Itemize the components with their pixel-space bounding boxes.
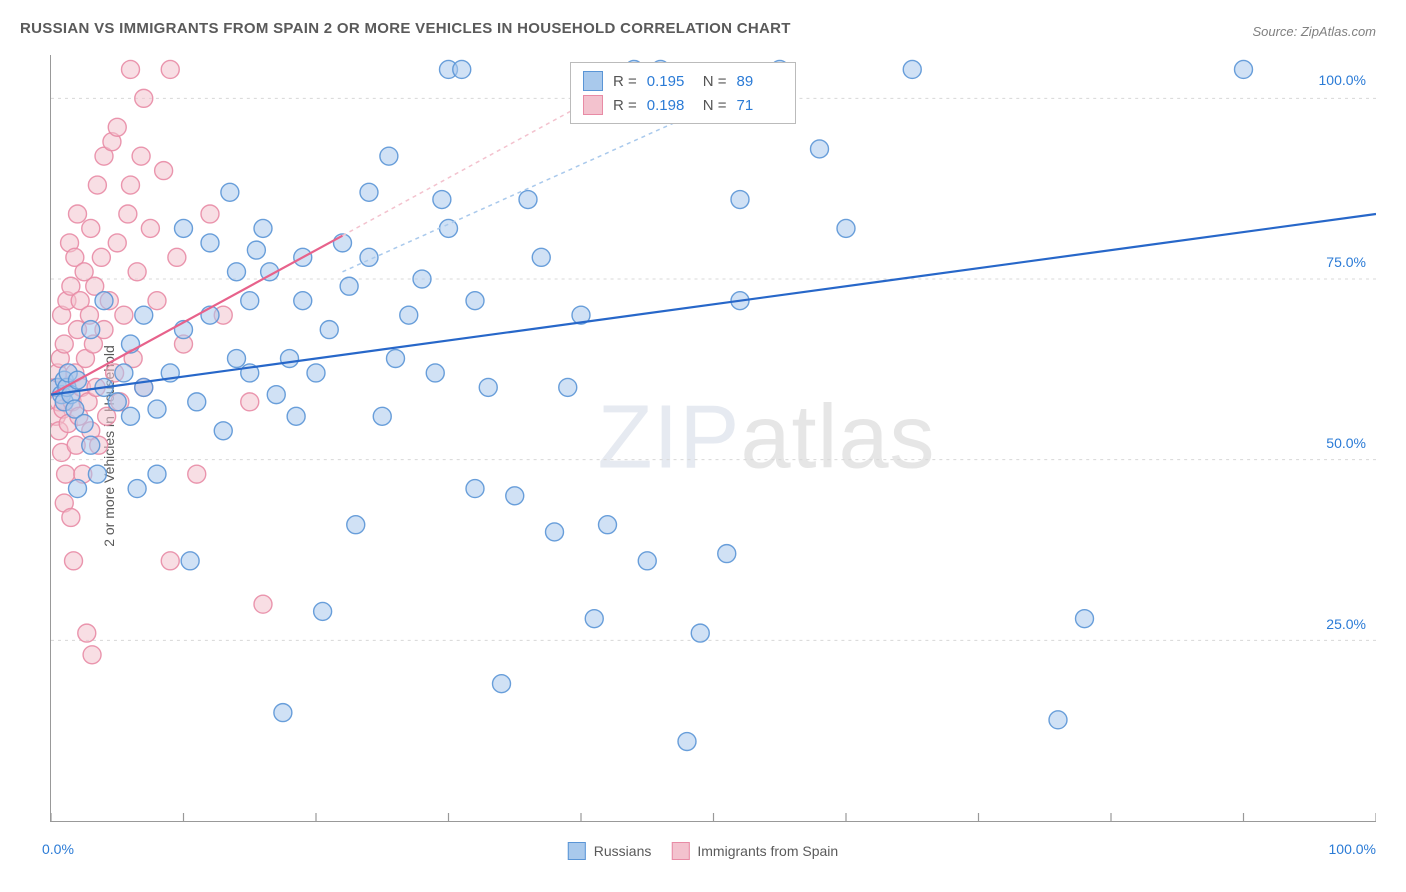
- bottom-legend: Russians Immigrants from Spain: [568, 842, 838, 860]
- top-legend-row-a: R = 0.195 N = 89: [583, 69, 783, 93]
- r-value-a: 0.195: [647, 73, 693, 90]
- n-label-a: N =: [703, 73, 727, 90]
- x-tick-100: 100.0%: [1329, 841, 1376, 857]
- chart-title: RUSSIAN VS IMMIGRANTS FROM SPAIN 2 OR MO…: [20, 20, 791, 37]
- r-label-a: R =: [613, 73, 637, 90]
- legend-label-russians: Russians: [594, 843, 652, 859]
- top-legend: R = 0.195 N = 89 R = 0.198 N = 71: [570, 62, 796, 124]
- legend-item-spain: Immigrants from Spain: [671, 842, 838, 860]
- legend-swatch-russians: [568, 842, 586, 860]
- top-legend-row-b: R = 0.198 N = 71: [583, 93, 783, 117]
- plot-area: ZIPatlas: [50, 55, 1376, 822]
- n-value-b: 71: [737, 97, 783, 114]
- n-label-b: N =: [703, 97, 727, 114]
- r-value-b: 0.198: [647, 97, 693, 114]
- scatter-plot: [51, 55, 1376, 821]
- legend-swatch-spain: [671, 842, 689, 860]
- chart-source: Source: ZipAtlas.com: [1252, 24, 1376, 39]
- top-swatch-russians: [583, 71, 603, 91]
- n-value-a: 89: [737, 73, 783, 90]
- legend-label-spain: Immigrants from Spain: [697, 843, 838, 859]
- top-swatch-spain: [583, 95, 603, 115]
- r-label-b: R =: [613, 97, 637, 114]
- x-tick-0: 0.0%: [42, 841, 74, 857]
- chart-container: RUSSIAN VS IMMIGRANTS FROM SPAIN 2 OR MO…: [0, 0, 1406, 892]
- legend-item-russians: Russians: [568, 842, 652, 860]
